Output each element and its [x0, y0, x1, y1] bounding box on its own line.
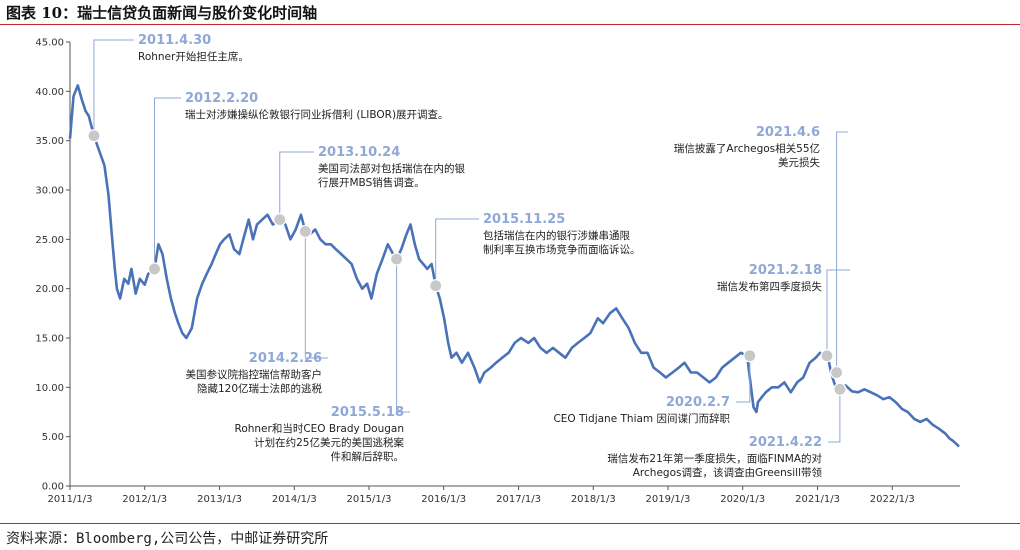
- event-description: 件和解后辞职。: [331, 450, 405, 463]
- x-tick-label: 2011/1/3: [48, 494, 93, 505]
- event-description: 制利率互换市场竞争而面临诉讼。: [483, 243, 641, 256]
- event-marker: [147, 262, 162, 276]
- event-annotation: 2020.2.7 CEO Tidjane Thiam 因间谍门而辞职: [553, 349, 757, 425]
- event-marker: [829, 365, 844, 380]
- y-tick-label: 25.00: [35, 235, 64, 246]
- event-marker: [390, 252, 404, 266]
- event-annotation: 2011.4.30 Rohner开始担任主席。: [87, 33, 249, 143]
- event-date: 2014.2.26: [249, 351, 322, 366]
- event-marker: [743, 349, 757, 363]
- x-tick-label: 2017/1/3: [496, 494, 541, 505]
- top-rule: [0, 24, 1020, 25]
- y-tick-label: 45.00: [35, 38, 64, 49]
- event-description: 瑞信发布21年第一季度损失，面临FINMA的对: [607, 452, 822, 465]
- x-tick-label: 2021/1/3: [795, 494, 840, 505]
- event-description: 瑞信发布第四季度损失: [717, 280, 822, 293]
- event-description: 瑞士对涉嫌操纵伦敦银行同业拆借利 (LIBOR)展开调查。: [185, 108, 449, 121]
- event-description: 行展开MBS销售调查。: [318, 176, 425, 189]
- leader-line: [396, 265, 410, 413]
- leader-line: [435, 218, 479, 280]
- y-tick-label: 35.00: [35, 136, 64, 147]
- event-marker: [833, 382, 847, 396]
- leader-line: [279, 151, 314, 214]
- leader-line: [736, 361, 751, 403]
- x-tick-label: 2020/1/3: [720, 494, 765, 505]
- stock-price-chart: 0.00 5.00 10.00 15.00 20.00 25.00 30.00 35.00 40…: [35, 33, 960, 505]
- leader-line: [154, 97, 181, 263]
- event-marker: [87, 129, 101, 143]
- leader-line: [836, 131, 848, 367]
- event-date: 2021.2.18: [749, 263, 822, 278]
- y-tick-label: 30.00: [35, 186, 64, 197]
- figure-title: 图表 10：瑞士信贷负面新闻与股价变化时间轴: [6, 4, 318, 22]
- leader-line: [828, 395, 841, 443]
- event-marker: [429, 279, 443, 293]
- event-annotation: 2021.4.22 瑞信发布21年第一季度损失，面临FINMA的对Archegos…: [607, 382, 847, 479]
- event-description: 瑞信披露了Archegos相关55亿: [674, 142, 820, 155]
- event-marker: [820, 349, 834, 363]
- event-marker: [273, 213, 287, 227]
- event-date: 2015.5.18: [331, 405, 404, 420]
- x-tick-label: 2016/1/3: [421, 494, 466, 505]
- x-tick-label: 2018/1/3: [571, 494, 616, 505]
- event-description: Archegos调查，该调查由Greensill带领: [633, 466, 823, 479]
- event-annotation: 2015.5.18 Rohner和当时CEO Brady Dougan计划在约25…: [235, 252, 410, 463]
- event-description: 隐藏120亿瑞士法郎的逃税: [197, 382, 323, 395]
- x-tick-label: 2019/1/3: [646, 494, 691, 505]
- event-date: 2013.10.24: [318, 145, 400, 160]
- event-date: 2021.4.22: [749, 435, 822, 450]
- x-tick-label: 2012/1/3: [122, 494, 167, 505]
- y-tick-label: 0.00: [42, 482, 64, 493]
- event-description: Rohner和当时CEO Brady Dougan: [235, 422, 405, 435]
- event-description: CEO Tidjane Thiam 因间谍门而辞职: [553, 412, 730, 425]
- event-marker: [298, 224, 312, 239]
- y-tick-label: 10.00: [35, 383, 64, 394]
- y-tick-label: 40.00: [35, 87, 64, 98]
- event-date: 2021.4.6: [756, 125, 820, 140]
- leader-line: [826, 269, 850, 350]
- x-tick-label: 2014/1/3: [272, 494, 317, 505]
- event-annotation: 2012.2.20 瑞士对涉嫌操纵伦敦银行同业拆借利 (LIBOR)展开调查。: [147, 91, 449, 276]
- event-date: 2011.4.30: [138, 33, 211, 48]
- y-tick-label: 15.00: [35, 334, 64, 345]
- event-date: 2015.11.25: [483, 212, 565, 227]
- y-tick-label: 20.00: [35, 284, 64, 295]
- x-tick-label: 2022/1/3: [870, 494, 915, 505]
- event-annotation: 2021.2.18 瑞信发布第四季度损失: [717, 263, 850, 363]
- x-tick-label: 2013/1/3: [197, 494, 242, 505]
- event-description: 计划在约25亿美元的美国逃税案: [254, 436, 404, 449]
- share-price-line: [68, 84, 960, 448]
- leader-line: [304, 237, 328, 359]
- x-tick-label: 2015/1/3: [347, 494, 392, 505]
- event-description: 美国司法部对包括瑞信在内的银: [318, 162, 465, 175]
- event-description: Rohner开始担任主席。: [138, 50, 249, 63]
- event-date: 2020.2.7: [666, 395, 730, 410]
- event-date: 2012.2.20: [185, 91, 258, 106]
- event-description: 美元损失: [778, 156, 820, 169]
- leader-line: [93, 39, 134, 130]
- event-description: 美国参议院指控瑞信帮助客户: [186, 368, 323, 381]
- event-description: 包括瑞信在内的银行涉嫌串通限: [483, 229, 630, 242]
- bottom-rule: [0, 523, 1020, 524]
- y-tick-label: 5.00: [42, 432, 64, 443]
- source-note: 资料来源：Bloomberg,公司公告，中邮证券研究所: [6, 531, 329, 547]
